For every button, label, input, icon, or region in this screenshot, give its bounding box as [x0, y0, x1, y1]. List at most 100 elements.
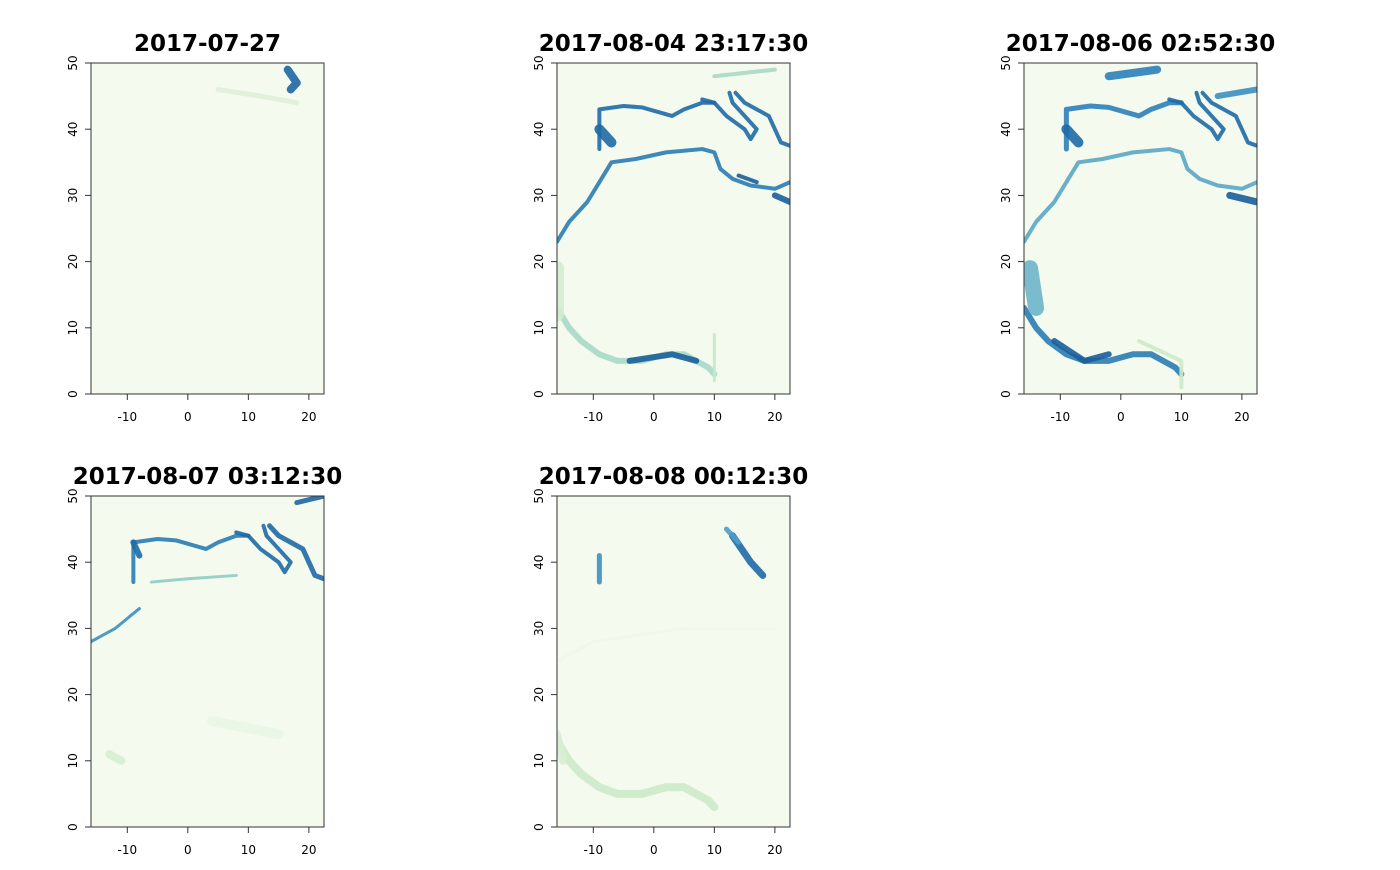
raster-feature: [150, 573, 238, 584]
raster-feature: [1167, 90, 1226, 142]
chart-title: 2017-07-27: [134, 31, 281, 57]
y-tick-label: 20: [532, 254, 546, 269]
raster-feature: [1063, 100, 1184, 152]
y-tick-label: 40: [999, 122, 1013, 137]
raster-feature: [267, 523, 324, 582]
y-tick-label: 10: [66, 320, 80, 335]
x-tick-label: 10: [1174, 410, 1189, 424]
raster-feature: [207, 716, 284, 740]
x-tick-label: -10: [1051, 410, 1071, 424]
y-tick-label: 0: [532, 823, 546, 831]
raster-feature: [1136, 339, 1184, 390]
raster-feature: [105, 750, 126, 765]
x-tick-label: -10: [118, 410, 138, 424]
y-tick-label: 0: [66, 823, 80, 831]
raster-background: [1024, 63, 1257, 394]
x-tick-label: -10: [584, 843, 604, 857]
chart-title: 2017-08-08 00:12:30: [539, 464, 809, 490]
x-tick-label: 20: [767, 410, 782, 424]
x-tick-label: 0: [184, 843, 192, 857]
y-tick-label: 20: [66, 687, 80, 702]
x-tick-label: -10: [584, 410, 604, 424]
panel: 2017-08-07 03:12:30 -10 0 10 20 0 10 20 30 40 50: [66, 464, 342, 857]
y-tick-label: 10: [532, 753, 546, 768]
raster-features: [215, 65, 301, 106]
raster-background: [91, 496, 324, 827]
raster-feature: [597, 100, 717, 152]
y-tick-label: 30: [532, 621, 546, 636]
raster-background: [91, 63, 324, 394]
raster-background: [557, 63, 790, 394]
x-tick-label: 20: [1234, 410, 1249, 424]
y-tick-label: 0: [532, 390, 546, 398]
y-tick-label: 10: [532, 320, 546, 335]
y-tick-label: 30: [532, 188, 546, 203]
y-tick-label: 50: [532, 55, 546, 70]
raster-features: [1024, 65, 1257, 390]
x-tick-label: 20: [767, 843, 782, 857]
raster-feature: [733, 90, 790, 148]
y-tick-label: 50: [999, 55, 1013, 70]
y-tick-label: 30: [66, 188, 80, 203]
y-tick-label: 40: [66, 555, 80, 570]
x-tick-label: 0: [650, 843, 658, 857]
raster-features: [91, 496, 324, 765]
raster-feature: [557, 730, 568, 765]
raster-feature: [626, 351, 700, 364]
raster-feature: [1104, 65, 1162, 81]
x-tick-label: 0: [650, 410, 658, 424]
y-tick-label: 40: [532, 555, 546, 570]
chart-title: 2017-08-04 23:17:30: [539, 31, 809, 57]
y-tick-label: 50: [66, 55, 80, 70]
x-tick-label: 10: [241, 410, 256, 424]
raster-feature: [283, 65, 301, 94]
y-tick-label: 0: [999, 390, 1013, 398]
raster-feature: [1226, 191, 1257, 206]
raster-feature: [234, 523, 293, 575]
raster-feature: [1051, 338, 1112, 364]
chart-title: 2017-08-06 02:52:30: [1006, 31, 1276, 57]
x-tick-label: 20: [301, 410, 316, 424]
raster-feature: [294, 496, 324, 506]
y-tick-label: 20: [999, 254, 1013, 269]
y-tick-label: 20: [66, 254, 80, 269]
raster-background: [557, 496, 790, 827]
x-tick-label: 20: [301, 843, 316, 857]
raster-feature: [557, 147, 790, 244]
raster-feature: [1200, 90, 1257, 148]
x-tick-label: -10: [118, 843, 138, 857]
raster-feature: [594, 124, 617, 148]
y-tick-label: 0: [66, 390, 80, 398]
raster-features: [557, 526, 777, 812]
raster-feature: [771, 192, 790, 206]
raster-feature: [557, 626, 777, 663]
chart-title: 2017-08-07 03:12:30: [73, 464, 343, 490]
raster-feature: [557, 736, 719, 812]
raster-feature: [736, 173, 759, 185]
y-tick-label: 40: [66, 122, 80, 137]
x-tick-label: 10: [707, 410, 722, 424]
y-tick-label: 30: [999, 188, 1013, 203]
raster-feature: [712, 67, 777, 79]
y-tick-label: 40: [532, 122, 546, 137]
raster-feature: [215, 86, 300, 106]
y-tick-label: 50: [532, 488, 546, 503]
x-tick-label: 10: [707, 843, 722, 857]
y-tick-label: 50: [66, 488, 80, 503]
panel: 2017-08-08 00:12:30 -10 0 10 20 0 10 20 30 40 50: [532, 464, 808, 857]
panel: 2017-07-27 -10 0 10 20 0 10 20 30 40 50: [66, 31, 325, 424]
raster-feature: [91, 607, 141, 644]
raster-feature: [130, 539, 143, 559]
raster-feature: [1214, 86, 1257, 100]
raster-feature: [723, 526, 742, 545]
raster-feature: [1061, 124, 1084, 148]
panel: 2017-08-06 02:52:30 -10 0 10 20 0 10 20 30 40 50: [999, 31, 1275, 424]
y-tick-label: 10: [66, 753, 80, 768]
y-tick-label: 10: [999, 320, 1013, 335]
raster-feature: [1024, 260, 1045, 316]
x-tick-label: 0: [184, 410, 192, 424]
x-tick-label: 10: [241, 843, 256, 857]
raster-feature: [131, 533, 251, 585]
x-tick-label: 0: [1117, 410, 1125, 424]
